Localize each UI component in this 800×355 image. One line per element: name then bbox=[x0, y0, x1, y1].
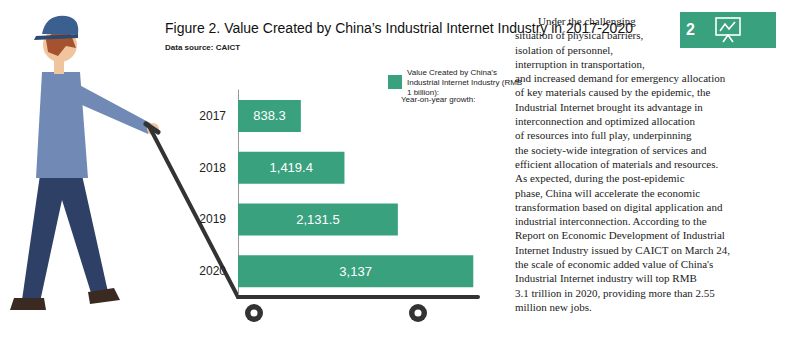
svg-text:3,137: 3,137 bbox=[339, 264, 372, 279]
svg-text:2,131.5: 2,131.5 bbox=[296, 212, 339, 227]
svg-text:Value Created by China’s: Value Created by China’s bbox=[407, 68, 499, 77]
svg-text:838.3: 838.3 bbox=[253, 108, 286, 123]
svg-text:2020: 2020 bbox=[199, 264, 226, 278]
svg-text:1 billion):: 1 billion): bbox=[407, 88, 439, 97]
svg-text:Data source: CAICT: Data source: CAICT bbox=[165, 43, 240, 52]
svg-text:1,419.4: 1,419.4 bbox=[270, 160, 313, 175]
svg-text:2018: 2018 bbox=[199, 161, 226, 175]
svg-text:2017: 2017 bbox=[199, 109, 226, 123]
svg-text:2019: 2019 bbox=[199, 212, 226, 226]
svg-text:Industrial Internet Industry (: Industrial Internet Industry (RMB bbox=[407, 78, 524, 87]
